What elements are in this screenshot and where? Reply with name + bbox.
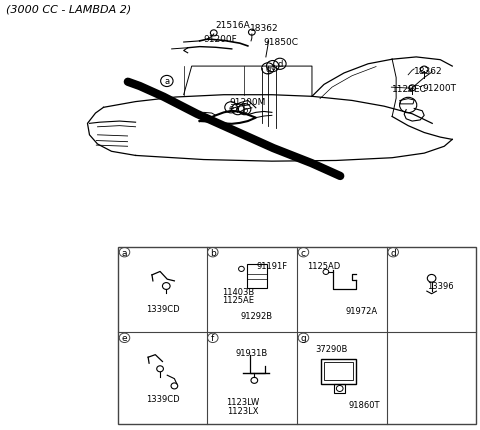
Text: 1125AE: 1125AE [222, 295, 254, 304]
Bar [324, 362, 353, 381]
Text: f: f [211, 334, 215, 343]
Text: 1125AD: 1125AD [308, 261, 341, 270]
Bar [247, 264, 267, 288]
Text: c: c [270, 62, 275, 71]
Text: (3000 CC - LAMBDA 2): (3000 CC - LAMBDA 2) [6, 5, 132, 15]
Text: 11403B: 11403B [222, 287, 254, 296]
Text: 1339CD: 1339CD [145, 304, 179, 313]
Text: 91200F: 91200F [204, 35, 238, 44]
Text: 91972A: 91972A [346, 307, 378, 316]
Text: e: e [122, 334, 127, 343]
Text: 18362: 18362 [414, 67, 443, 76]
Text: 21516A: 21516A [216, 22, 251, 30]
Text: 13396: 13396 [427, 281, 454, 290]
Text: 1339CD: 1339CD [145, 394, 179, 403]
Text: g: g [300, 334, 306, 343]
Text: e: e [228, 104, 234, 113]
Bar [321, 359, 357, 384]
Text: a: a [122, 248, 127, 257]
Text: 18362: 18362 [250, 24, 279, 33]
Text: 1123LW: 1123LW [226, 397, 260, 406]
Text: a: a [164, 77, 169, 86]
Text: 1129EC: 1129EC [392, 85, 427, 94]
Text: f: f [236, 105, 240, 114]
Text: 91292B: 91292B [240, 311, 273, 320]
Text: d: d [390, 248, 396, 257]
Text: g: g [265, 65, 271, 74]
Text: b: b [242, 105, 247, 114]
Text: d: d [277, 60, 283, 69]
Text: b: b [210, 248, 216, 257]
Bar [334, 384, 346, 393]
Bar [118, 247, 476, 424]
Text: 91850C: 91850C [264, 38, 299, 47]
Text: 91200T: 91200T [422, 84, 456, 93]
Text: 91860T: 91860T [349, 399, 380, 408]
Text: 1123LX: 1123LX [227, 406, 259, 415]
Text: c: c [301, 248, 306, 257]
Text: 91200M: 91200M [229, 98, 265, 107]
Text: 91931B: 91931B [236, 348, 268, 357]
Text: 37290B: 37290B [315, 344, 348, 353]
Text: 91191F: 91191F [256, 261, 288, 270]
